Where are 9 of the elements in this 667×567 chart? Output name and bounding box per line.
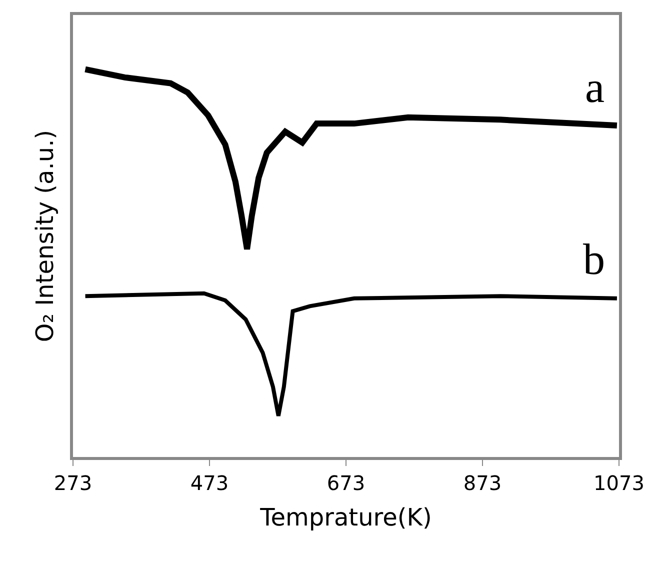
- series-label: b: [583, 235, 605, 284]
- x-tick-label: 1073: [594, 471, 644, 495]
- x-axis-title: Temprature(K): [259, 503, 432, 532]
- y-axis-title: O₂ Intensity (a.u.): [31, 130, 60, 342]
- x-tick-label: 273: [54, 471, 92, 495]
- x-tick-label: 473: [190, 471, 229, 495]
- x-tick-label: 673: [326, 471, 366, 495]
- x-tick-label: 873: [463, 471, 502, 495]
- series-label: a: [585, 63, 605, 112]
